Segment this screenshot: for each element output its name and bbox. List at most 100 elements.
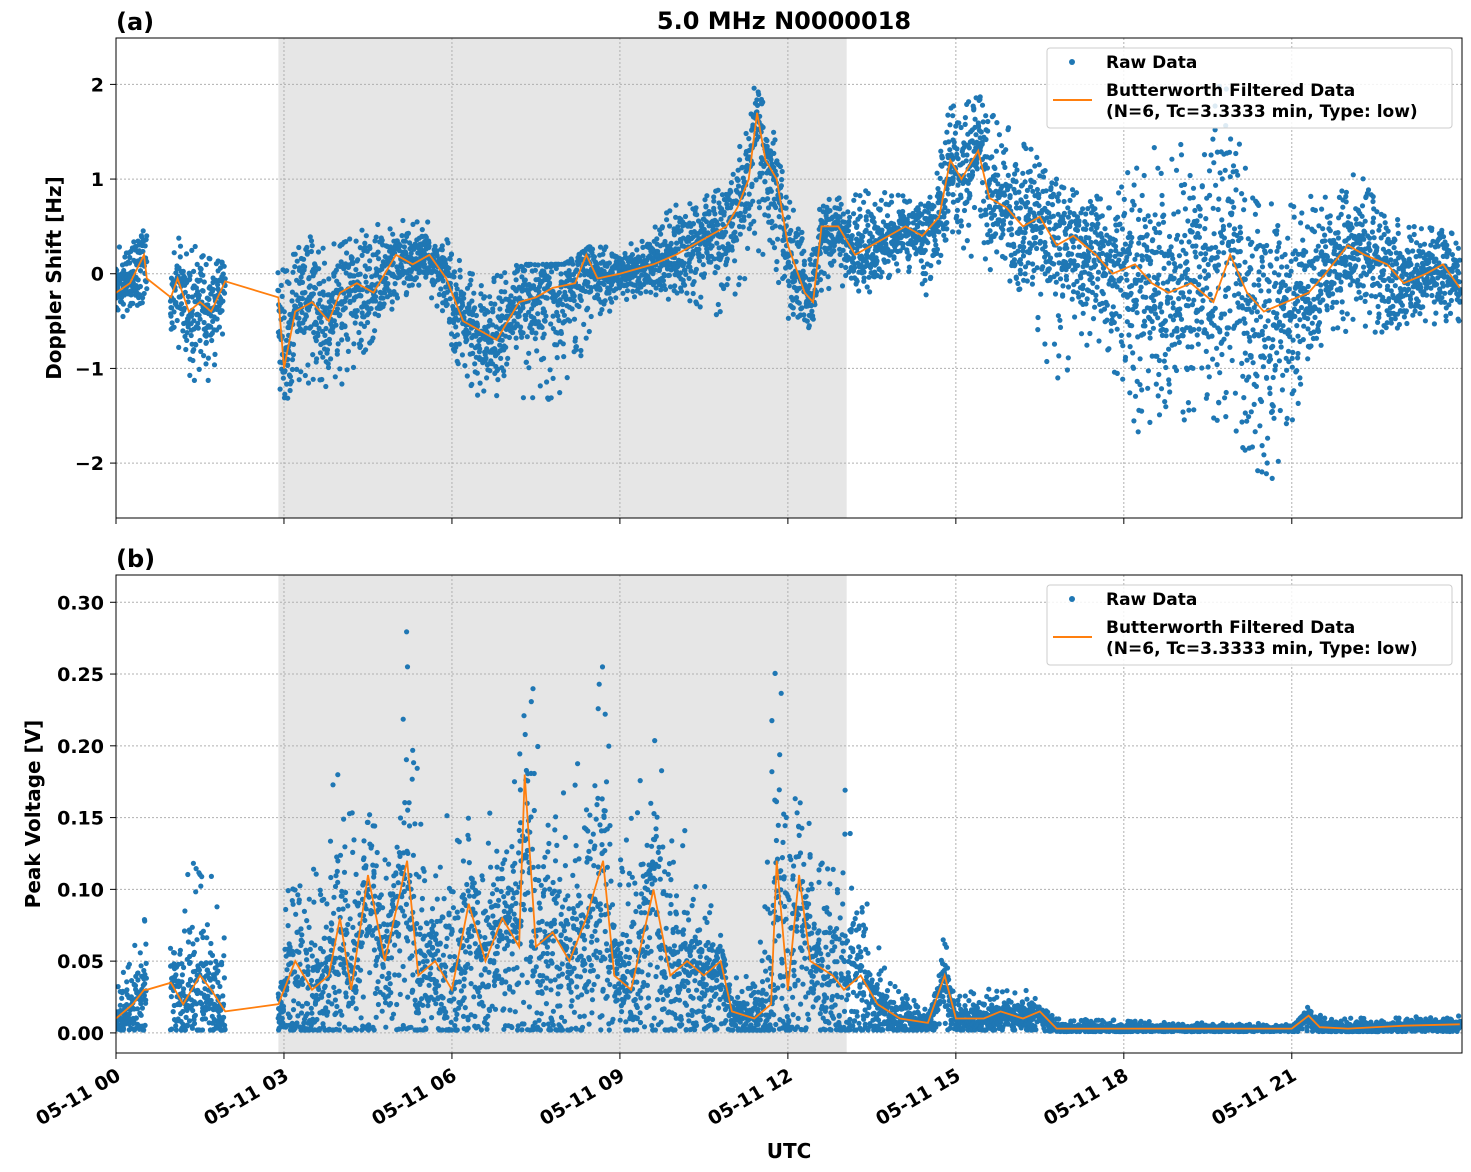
raw-point — [863, 217, 869, 223]
raw-point — [471, 290, 477, 296]
raw-point — [1172, 341, 1178, 347]
raw-point — [787, 264, 793, 270]
raw-point — [558, 330, 565, 336]
raw-point — [1025, 199, 1031, 206]
raw-point — [1055, 313, 1061, 319]
raw-point — [936, 229, 942, 235]
raw-point — [1259, 258, 1265, 264]
raw-point — [866, 274, 872, 280]
raw-point — [1298, 281, 1304, 287]
raw-point — [1181, 294, 1187, 300]
raw-point — [781, 273, 788, 279]
raw-point — [950, 103, 957, 109]
raw-point — [1298, 381, 1304, 387]
raw-point — [290, 269, 296, 275]
raw-point — [342, 305, 348, 311]
raw-point — [355, 257, 361, 263]
raw-point — [905, 256, 911, 262]
raw-point — [905, 220, 912, 226]
y-tick-label: 0 — [91, 264, 104, 286]
raw-point — [1185, 296, 1192, 302]
raw-point — [979, 102, 986, 108]
raw-point — [1120, 343, 1126, 349]
raw-point — [683, 271, 689, 277]
raw-point — [985, 118, 991, 125]
raw-point — [535, 319, 542, 325]
raw-point — [1268, 201, 1274, 207]
raw-point — [1150, 237, 1156, 243]
raw-point — [572, 335, 579, 341]
raw-point — [600, 259, 606, 265]
raw-point — [1117, 313, 1123, 319]
raw-point — [693, 266, 700, 272]
raw-point — [447, 316, 453, 322]
raw-point — [542, 318, 548, 324]
raw-point — [1076, 244, 1082, 250]
raw-point — [1064, 367, 1070, 373]
raw-point — [1017, 286, 1023, 292]
raw-point — [1084, 296, 1090, 302]
raw-point — [694, 212, 700, 218]
raw-point — [698, 221, 704, 227]
raw-point — [682, 282, 688, 288]
raw-point — [1104, 302, 1110, 308]
raw-point — [1102, 226, 1108, 232]
raw-point — [872, 201, 878, 207]
raw-point — [1291, 204, 1297, 210]
raw-point — [438, 286, 444, 292]
raw-point — [599, 307, 605, 313]
raw-point — [1208, 152, 1214, 158]
raw-point — [182, 289, 188, 295]
raw-point — [1282, 282, 1288, 288]
raw-point — [698, 294, 704, 300]
raw-point — [468, 277, 474, 283]
raw-point — [1108, 248, 1114, 254]
raw-point — [1176, 296, 1182, 302]
raw-point — [350, 260, 356, 266]
raw-point — [487, 294, 493, 300]
raw-point — [659, 224, 666, 230]
raw-point — [454, 286, 460, 292]
raw-point — [439, 243, 445, 249]
raw-point — [1249, 239, 1255, 245]
raw-point — [854, 223, 860, 229]
raw-point — [831, 258, 837, 264]
raw-point — [1032, 240, 1038, 246]
raw-point — [778, 183, 785, 189]
raw-point — [326, 276, 332, 282]
raw-point — [588, 285, 594, 291]
raw-point — [658, 231, 664, 237]
raw-point — [289, 366, 295, 373]
raw-point — [1217, 170, 1223, 176]
raw-point — [137, 283, 143, 290]
raw-point — [1047, 255, 1054, 261]
raw-point — [1219, 217, 1225, 223]
raw-point — [1126, 332, 1132, 338]
raw-point — [768, 188, 775, 194]
raw-point — [564, 375, 570, 381]
raw-point — [653, 292, 659, 298]
raw-point — [931, 203, 937, 209]
raw-point — [1162, 318, 1168, 324]
raw-point — [672, 283, 678, 289]
raw-point — [1036, 162, 1042, 168]
raw-point — [686, 275, 692, 281]
raw-point — [212, 351, 218, 357]
raw-point — [1030, 188, 1036, 194]
raw-point — [1130, 350, 1136, 356]
raw-point — [927, 194, 933, 200]
raw-point — [787, 199, 793, 205]
raw-point — [982, 256, 989, 262]
raw-point — [1174, 328, 1180, 334]
raw-point — [1045, 266, 1051, 272]
raw-point — [1080, 292, 1086, 298]
raw-point — [200, 253, 206, 259]
raw-point — [1264, 375, 1270, 381]
raw-point — [973, 132, 979, 138]
raw-point — [1051, 261, 1057, 267]
raw-point — [203, 333, 209, 339]
raw-point — [423, 274, 429, 280]
raw-point — [1131, 202, 1137, 208]
raw-point — [299, 279, 306, 285]
